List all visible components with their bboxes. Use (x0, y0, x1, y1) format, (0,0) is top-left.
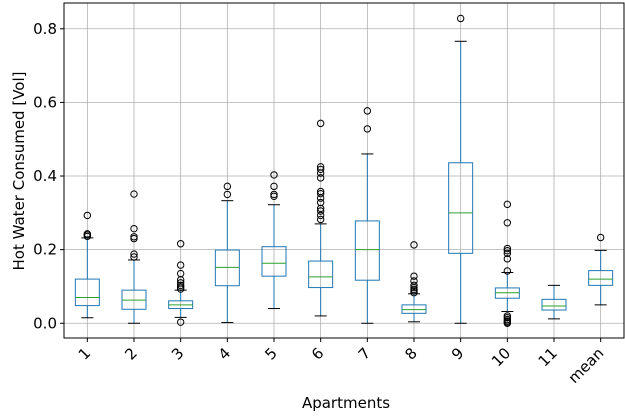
box-body (261, 246, 287, 277)
flier-point (176, 318, 185, 326)
x-tick-label: 4 (215, 344, 234, 363)
box-body (354, 220, 380, 281)
box-body (401, 304, 427, 314)
box-9 (448, 14, 474, 324)
flier-point (83, 230, 92, 238)
box-body (308, 260, 334, 289)
flier-point (316, 189, 325, 198)
y-tick-label: 0.6 (33, 93, 57, 111)
y-tick-label: 0.8 (33, 20, 57, 38)
box-1 (74, 211, 100, 319)
x-tick-label: 2 (121, 344, 140, 363)
box-11 (541, 284, 567, 320)
x-tick-label: 3 (168, 344, 187, 363)
flier-point (363, 107, 372, 115)
flier-point (83, 211, 92, 220)
flier-point (316, 119, 325, 128)
flier-point (223, 182, 232, 191)
y-tick-label: 0.2 (33, 241, 57, 259)
flier-point (503, 249, 512, 258)
flier-point (316, 215, 325, 224)
x-tick-label: 10 (488, 344, 514, 370)
box-2 (121, 190, 147, 324)
flier-point (503, 312, 512, 320)
flier-point (410, 277, 418, 285)
box-8 (401, 241, 427, 323)
x-tick-label: 7 (355, 344, 374, 363)
flier-point (503, 267, 512, 275)
flier-point (410, 241, 418, 249)
flier-point (316, 207, 325, 215)
flier-point (270, 190, 278, 199)
x-tick-label: 5 (261, 344, 280, 363)
flier-point (316, 198, 325, 207)
box-5 (261, 171, 287, 310)
box-6 (308, 119, 334, 317)
flier-point (316, 187, 325, 196)
flier-point (503, 200, 512, 209)
flier-point (130, 250, 138, 258)
box-body (541, 298, 567, 311)
y-tick-label: 0.0 (33, 314, 57, 332)
flier-point (316, 165, 325, 174)
y-axis-title: Hot Water Consumed [Vol] (10, 72, 28, 271)
flier-point (176, 240, 185, 248)
flier-point (130, 224, 138, 233)
flier-point (363, 125, 372, 133)
box-mean (588, 233, 614, 306)
box-4 (214, 182, 240, 324)
box-7 (354, 107, 380, 324)
x-tick-label: 9 (448, 344, 467, 363)
x-tick-label: mean (565, 344, 608, 387)
x-axis-title: Apartments (302, 394, 390, 412)
flier-point (316, 211, 325, 220)
box-10 (494, 200, 520, 327)
x-tick-label: 1 (75, 344, 94, 363)
flier-point (410, 281, 418, 290)
flier-point (223, 190, 232, 199)
flier-point (503, 255, 512, 263)
grid-lines (64, 3, 624, 338)
box-3 (168, 240, 194, 326)
flier-point (456, 14, 465, 23)
flier-point (130, 253, 138, 261)
flier-point (316, 163, 325, 171)
x-tick-label: 8 (401, 344, 420, 363)
flier-point (176, 261, 185, 269)
y-tick-label: 0.4 (33, 167, 57, 185)
flier-point (130, 190, 138, 198)
box-body (214, 249, 240, 287)
axes-frame (63, 2, 625, 339)
flier-point (410, 272, 418, 280)
flier-point (176, 281, 185, 290)
flier-point (270, 171, 278, 179)
plot-area (74, 14, 614, 327)
x-tick-label: 6 (308, 344, 327, 363)
flier-point (130, 233, 138, 241)
flier-point (503, 219, 512, 227)
flier-point (316, 174, 325, 182)
flier-point (503, 244, 512, 253)
box-body (74, 278, 100, 307)
flier-point (270, 182, 278, 191)
x-tick-label: 11 (535, 344, 561, 370)
flier-point (596, 233, 605, 242)
flier-point (503, 247, 512, 255)
flier-point (176, 279, 185, 287)
flier-point (176, 269, 185, 278)
box-body (448, 162, 474, 254)
box-body (588, 270, 614, 286)
flier-point (316, 204, 325, 213)
